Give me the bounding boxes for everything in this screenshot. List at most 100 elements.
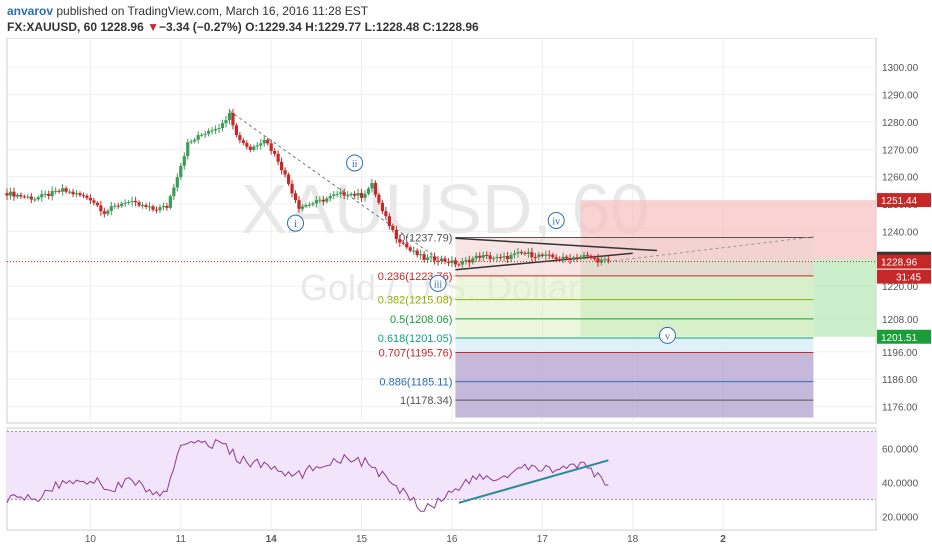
candle-body: [516, 252, 520, 254]
candle-body: [113, 205, 117, 207]
publish-line: anvarov published on TradingView.com, Ma…: [7, 4, 368, 18]
rsi-tick-label: 40.0000: [882, 478, 919, 489]
candle-body: [495, 256, 499, 259]
open-label: O:: [245, 20, 259, 34]
candle-body: [182, 156, 186, 166]
rsi-band: [7, 431, 876, 500]
wave-label-text: iii: [434, 279, 443, 290]
wave-label-text: iv: [552, 216, 560, 227]
candle-body: [356, 192, 360, 196]
candle-body: [255, 145, 259, 147]
candle-body: [530, 252, 534, 258]
price-tag: [877, 329, 931, 344]
candle-body: [401, 242, 405, 244]
triangle-upper-line: [455, 237, 658, 252]
candle-body: [394, 230, 398, 240]
wave-label-circle: [658, 326, 676, 344]
author-link[interactable]: anvarov: [7, 4, 54, 18]
candle-body: [432, 256, 437, 261]
candle-body: [120, 203, 124, 206]
candle-body: [436, 260, 440, 262]
symbol-label: FX:XAUUSD, 60: [7, 20, 98, 34]
candle-body: [196, 135, 200, 140]
y-tick-label: 1240.00: [882, 227, 919, 238]
candle-body: [61, 188, 65, 192]
high-value: 1229.77: [317, 20, 362, 34]
wave-label-circle: [547, 211, 565, 229]
candle-body: [224, 120, 228, 124]
price-tag-label: 1201.51: [881, 333, 918, 344]
candle-body: [238, 135, 242, 141]
y-tick-label: 1300.00: [882, 63, 919, 74]
candle-body: [217, 128, 221, 130]
chart-area[interactable]: 10 11 14 15 16 17 18 2 1176.00 1186.00 1196.00 1208…: [0, 38, 932, 550]
candle-body: [464, 260, 468, 262]
candle-body: [231, 112, 235, 126]
candle-body: [523, 252, 527, 254]
candle-body: [425, 257, 430, 260]
fib-level-label: 1(1178.34): [400, 395, 452, 407]
candle-body: [571, 257, 576, 260]
candle-body: [335, 193, 339, 195]
candle-body: [318, 199, 322, 201]
y-tick-label: 1208.00: [882, 315, 919, 326]
candle-body: [342, 192, 346, 196]
candle-body: [561, 256, 565, 260]
candle-body: [50, 190, 54, 197]
price-tag-label: 1251.44: [881, 196, 918, 207]
candle-body: [248, 146, 252, 150]
candle-body: [502, 256, 506, 258]
candle-body: [22, 196, 26, 198]
candle-body: [78, 193, 82, 196]
candle-body: [168, 196, 172, 208]
candle-body: [297, 200, 301, 209]
wave-label-text: i: [294, 219, 297, 230]
candle-body: [189, 141, 193, 143]
candle-body: [512, 253, 517, 255]
candle-body: [102, 211, 106, 214]
candle-body: [575, 257, 579, 259]
candle-body: [262, 139, 266, 144]
close-value: 1228.96: [435, 20, 479, 34]
wave-label: i: [287, 214, 305, 232]
candle-body: [405, 243, 409, 248]
candle-body: [592, 258, 597, 260]
candle-body: [325, 198, 329, 202]
candle-body: [599, 259, 603, 263]
candle-body: [363, 193, 367, 198]
candle-body: [283, 170, 287, 175]
candle-body: [154, 209, 159, 211]
candle-body: [203, 133, 207, 135]
wave-label: v: [658, 326, 676, 344]
high-label: H:: [305, 20, 318, 34]
candle-body: [544, 254, 548, 256]
candle-body: [551, 254, 555, 258]
y-tick-label: 1290.00: [882, 91, 919, 102]
candle-body: [415, 250, 419, 256]
countdown-label: 31:45: [896, 273, 921, 284]
rsi-tick-label: 60.0000: [882, 444, 919, 455]
candle-body: [419, 254, 423, 256]
candle-body: [127, 201, 131, 203]
candle-body: [568, 258, 572, 260]
candle-body: [259, 143, 263, 146]
candle-body: [353, 193, 357, 196]
candle-body: [106, 210, 110, 214]
candle-body: [88, 197, 93, 201]
candle-body: [460, 261, 464, 265]
candle-body: [384, 211, 388, 217]
countdown-tag: [877, 269, 931, 284]
chart-header: anvarov published on TradingView.com, Ma…: [0, 0, 932, 38]
wave-label-text: ii: [352, 159, 358, 170]
candle-body: [387, 216, 391, 226]
candle-body: [200, 134, 204, 136]
candle-body: [498, 256, 503, 258]
candle-body: [346, 195, 350, 197]
candle-body: [15, 194, 20, 197]
candle-body: [234, 125, 239, 136]
candle-body: [589, 255, 593, 259]
candle-body: [81, 195, 86, 197]
rsi-line: [6, 439, 609, 512]
candle-body: [547, 254, 551, 256]
candle-body: [213, 129, 218, 131]
